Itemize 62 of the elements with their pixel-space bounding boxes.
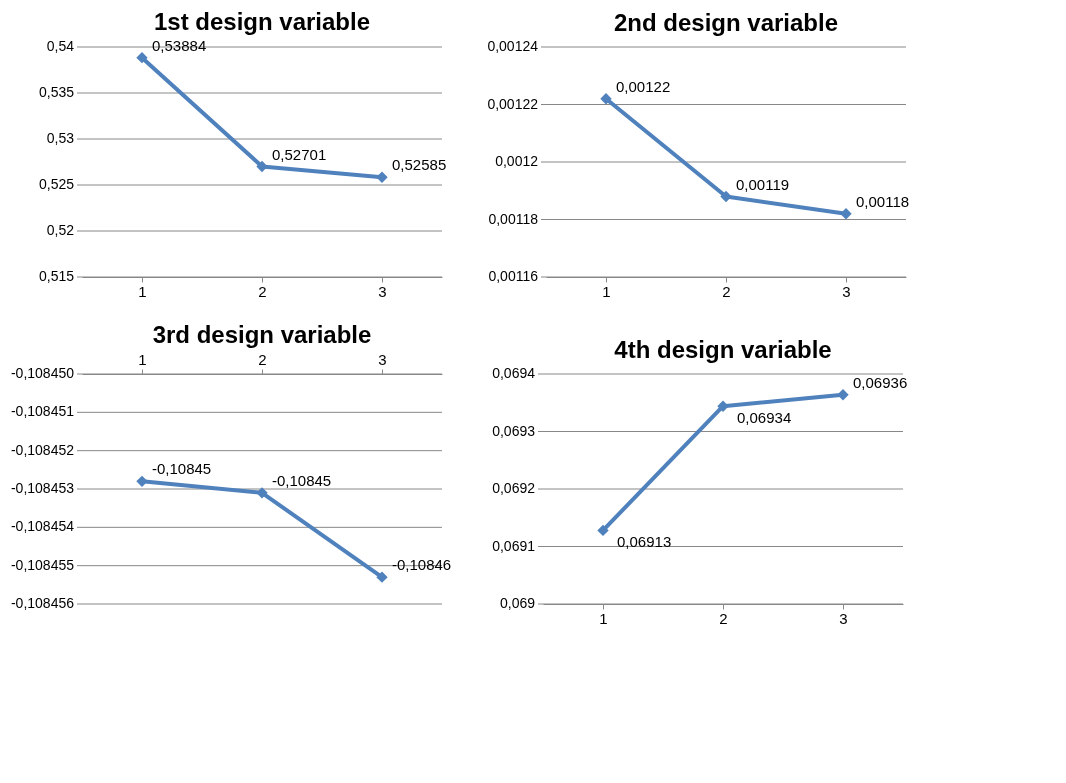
y-tick-label: -0,108450 bbox=[10, 365, 75, 381]
y-tick-label: -0,108451 bbox=[10, 403, 75, 420]
y-tick-label: 0,515 bbox=[38, 268, 75, 284]
data-label: -0,10845 bbox=[272, 471, 332, 489]
y-tick-label: 0,525 bbox=[38, 176, 75, 192]
y-tick-label: -0,108454 bbox=[10, 518, 75, 535]
y-tick-label: 0,54 bbox=[46, 38, 75, 54]
y-tick-label: 0,0692 bbox=[492, 480, 536, 496]
x-tick-label: 1 bbox=[138, 350, 147, 368]
x-tick-label: 1 bbox=[602, 282, 611, 300]
y-tick-label: 0,535 bbox=[38, 84, 75, 100]
data-label: 0,00118 bbox=[856, 192, 910, 210]
chart-title: 4th design variable bbox=[614, 336, 832, 363]
data-label: -0,10846 bbox=[392, 556, 452, 574]
y-tick-label: 0,00124 bbox=[487, 38, 539, 54]
point bbox=[376, 171, 388, 183]
data-label: 0,06913 bbox=[617, 533, 672, 551]
x-tick-label: 2 bbox=[722, 282, 731, 300]
y-tick-label: 0,00118 bbox=[488, 210, 539, 227]
x-tick-label: 2 bbox=[719, 609, 728, 627]
point bbox=[597, 524, 609, 537]
y-tick-label: 0,53 bbox=[46, 130, 75, 146]
data-label: 0,53884 bbox=[152, 36, 207, 54]
chart-title: 1st design variable bbox=[153, 7, 371, 35]
y-tick-label: 0,00122 bbox=[487, 95, 539, 112]
y-tick-label: 0,0012 bbox=[495, 153, 539, 169]
point bbox=[136, 51, 148, 64]
point bbox=[256, 487, 268, 499]
data-label: 0,06934 bbox=[737, 409, 792, 427]
data-label: 0,00122 bbox=[616, 77, 671, 95]
point bbox=[840, 208, 852, 220]
point bbox=[600, 93, 612, 105]
x-tick-label: 1 bbox=[599, 609, 608, 627]
y-tick-label: 0,0693 bbox=[492, 422, 536, 439]
y-tick-label: -0,108452 bbox=[10, 441, 75, 458]
y-tick-label: 0,0694 bbox=[492, 365, 536, 381]
x-tick-label: 3 bbox=[839, 609, 848, 627]
chart-title: 2nd design variable bbox=[613, 9, 839, 36]
y-tick-label: -0,108456 bbox=[10, 595, 75, 611]
x-tick-label: 3 bbox=[842, 282, 851, 300]
y-tick-label: 0,52 bbox=[46, 222, 75, 238]
x-tick-label: 3 bbox=[378, 350, 387, 368]
x-tick-label: 2 bbox=[258, 282, 267, 300]
point bbox=[837, 389, 849, 401]
point bbox=[376, 571, 388, 583]
y-tick-label: -0,108453 bbox=[10, 480, 75, 496]
data-label: 0,00119 bbox=[736, 175, 790, 193]
point bbox=[720, 190, 732, 203]
data-label: 0,52585 bbox=[392, 156, 447, 174]
x-tick-label: 3 bbox=[378, 282, 387, 300]
y-tick-label: 0,00116 bbox=[488, 268, 539, 284]
data-label: 0,52701 bbox=[272, 145, 327, 163]
y-tick-label: -0,108455 bbox=[10, 556, 75, 573]
chart-title: 3rd design variable bbox=[152, 321, 372, 348]
point bbox=[136, 475, 148, 488]
data-label: 0,06936 bbox=[853, 373, 908, 391]
data-label: -0,10845 bbox=[152, 460, 212, 478]
x-tick-label: 1 bbox=[138, 282, 147, 300]
x-tick-label: 2 bbox=[258, 350, 267, 368]
point bbox=[717, 400, 729, 412]
y-tick-label: 0,069 bbox=[499, 595, 536, 611]
y-tick-label: 0,0691 bbox=[492, 537, 536, 554]
